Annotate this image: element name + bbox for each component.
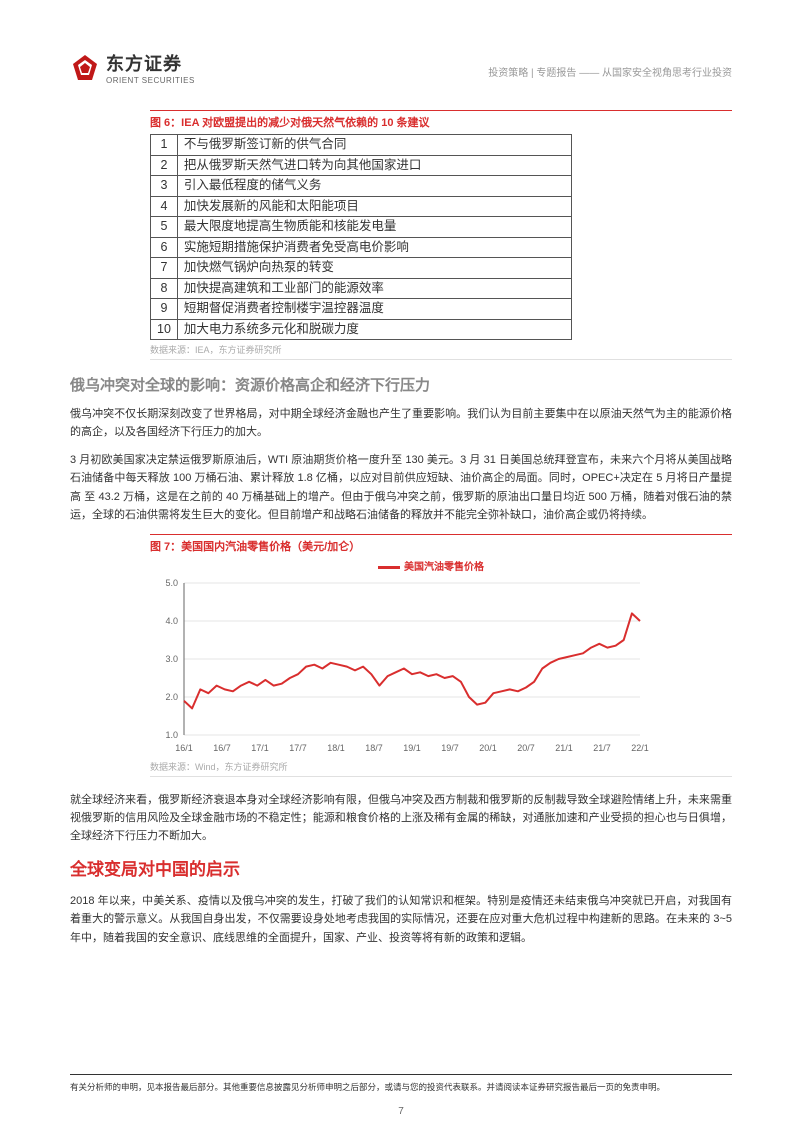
line-chart-svg: 1.0 2.0 3.0 4.0 5.0 16/1 16/7 17/1 17/7 18/1 18/7 1… <box>150 577 650 757</box>
row-index: 8 <box>151 278 178 299</box>
svg-text:3.0: 3.0 <box>165 654 178 664</box>
company-logo: 东方证券 ORIENT SECURITIES <box>70 50 195 85</box>
row-index: 1 <box>151 135 178 156</box>
row-index: 4 <box>151 196 178 217</box>
logo-text-en: ORIENT SECURITIES <box>106 76 195 85</box>
row-text: 不与俄罗斯签订新的供气合同 <box>177 135 571 156</box>
table-row: 8加快提高建筑和工业部门的能源效率 <box>151 278 572 299</box>
row-text: 最大限度地提高生物质能和核能发电量 <box>177 217 571 238</box>
row-text: 加快提高建筑和工业部门的能源效率 <box>177 278 571 299</box>
svg-text:17/1: 17/1 <box>251 743 269 753</box>
section-heading-impact: 俄乌冲突对全球的影响：资源价格高企和经济下行压力 <box>70 374 732 395</box>
svg-text:22/1: 22/1 <box>631 743 649 753</box>
row-text: 加快发展新的风能和太阳能项目 <box>177 196 571 217</box>
svg-text:19/1: 19/1 <box>403 743 421 753</box>
svg-text:4.0: 4.0 <box>165 616 178 626</box>
logo-text-cn: 东方证券 <box>106 50 195 76</box>
svg-text:16/7: 16/7 <box>213 743 231 753</box>
table-row: 3引入最低程度的储气义务 <box>151 176 572 197</box>
row-index: 10 <box>151 319 178 340</box>
svg-text:20/7: 20/7 <box>517 743 535 753</box>
row-index: 7 <box>151 258 178 279</box>
svg-text:16/1: 16/1 <box>175 743 193 753</box>
row-text: 把从俄罗斯天然气进口转为向其他国家进口 <box>177 155 571 176</box>
row-text: 短期督促消费者控制楼宇温控器温度 <box>177 299 571 320</box>
table-row: 6实施短期措施保护消费者免受高电价影响 <box>151 237 572 258</box>
row-text: 引入最低程度的储气义务 <box>177 176 571 197</box>
row-index: 6 <box>151 237 178 258</box>
legend-label: 美国汽油零售价格 <box>404 562 484 573</box>
svg-text:21/7: 21/7 <box>593 743 611 753</box>
table-row: 9短期督促消费者控制楼宇温控器温度 <box>151 299 572 320</box>
figure-6-title: 图 6：IEA 对欧盟提出的减少对俄天然气依赖的 10 条建议 <box>150 110 732 130</box>
legend-swatch <box>378 566 400 569</box>
figure-6-table: 1不与俄罗斯签订新的供气合同2把从俄罗斯天然气进口转为向其他国家进口3引入最低程… <box>150 134 712 340</box>
footer-disclaimer: 有关分析师的申明，见本报告最后部分。其他重要信息披露见分析师申明之后部分，或请与… <box>70 1074 732 1093</box>
row-text: 加大电力系统多元化和脱碳力度 <box>177 319 571 340</box>
svg-text:19/7: 19/7 <box>441 743 459 753</box>
body-paragraph: 3 月初欧美国家决定禁运俄罗斯原油后，WTI 原油期货价格一度升至 130 美元… <box>70 451 732 524</box>
svg-text:5.0: 5.0 <box>165 578 178 588</box>
figure-7-source: 数据来源：Wind，东方证券研究所 <box>150 760 732 777</box>
table-row: 5最大限度地提高生物质能和核能发电量 <box>151 217 572 238</box>
row-index: 9 <box>151 299 178 320</box>
svg-text:17/7: 17/7 <box>289 743 307 753</box>
row-index: 2 <box>151 155 178 176</box>
row-text: 实施短期措施保护消费者免受高电价影响 <box>177 237 571 258</box>
page-number: 7 <box>0 1106 802 1117</box>
svg-text:18/1: 18/1 <box>327 743 345 753</box>
row-text: 加快燃气锅炉向热泵的转变 <box>177 258 571 279</box>
body-paragraph: 2018 年以来，中美关系、疫情以及俄乌冲突的发生，打破了我们的认知常识和框架。… <box>70 892 732 946</box>
table-row: 10加大电力系统多元化和脱碳力度 <box>151 319 572 340</box>
svg-text:1.0: 1.0 <box>165 730 178 740</box>
svg-text:20/1: 20/1 <box>479 743 497 753</box>
body-paragraph: 俄乌冲突不仅长期深刻改变了世界格局，对中期全球经济金融也产生了重要影响。我们认为… <box>70 405 732 441</box>
page-header: 东方证券 ORIENT SECURITIES 投资策略 | 专题报告 —— 从国… <box>70 50 732 85</box>
chart-legend: 美国汽油零售价格 <box>150 558 712 573</box>
table-row: 2把从俄罗斯天然气进口转为向其他国家进口 <box>151 155 572 176</box>
row-index: 5 <box>151 217 178 238</box>
figure-7-title: 图 7：美国国内汽油零售价格（美元/加仑） <box>150 534 732 554</box>
row-index: 3 <box>151 176 178 197</box>
svg-text:2.0: 2.0 <box>165 692 178 702</box>
figure-7-chart: 美国汽油零售价格 1.0 2.0 3.0 4.0 5.0 16/1 16/7 17/1 17/7… <box>150 558 712 757</box>
table-row: 7加快燃气锅炉向热泵的转变 <box>151 258 572 279</box>
svg-text:18/7: 18/7 <box>365 743 383 753</box>
figure-6-source: 数据来源：IEA，东方证券研究所 <box>150 343 732 360</box>
logo-icon <box>70 53 100 83</box>
table-row: 1不与俄罗斯签订新的供气合同 <box>151 135 572 156</box>
breadcrumb: 投资策略 | 专题报告 —— 从国家安全视角思考行业投资 <box>488 50 732 79</box>
section-heading-implications: 全球变局对中国的启示 <box>70 855 732 880</box>
body-paragraph: 就全球经济来看，俄罗斯经济衰退本身对全球经济影响有限，但俄乌冲突及西方制裁和俄罗… <box>70 791 732 845</box>
svg-text:21/1: 21/1 <box>555 743 573 753</box>
table-row: 4加快发展新的风能和太阳能项目 <box>151 196 572 217</box>
